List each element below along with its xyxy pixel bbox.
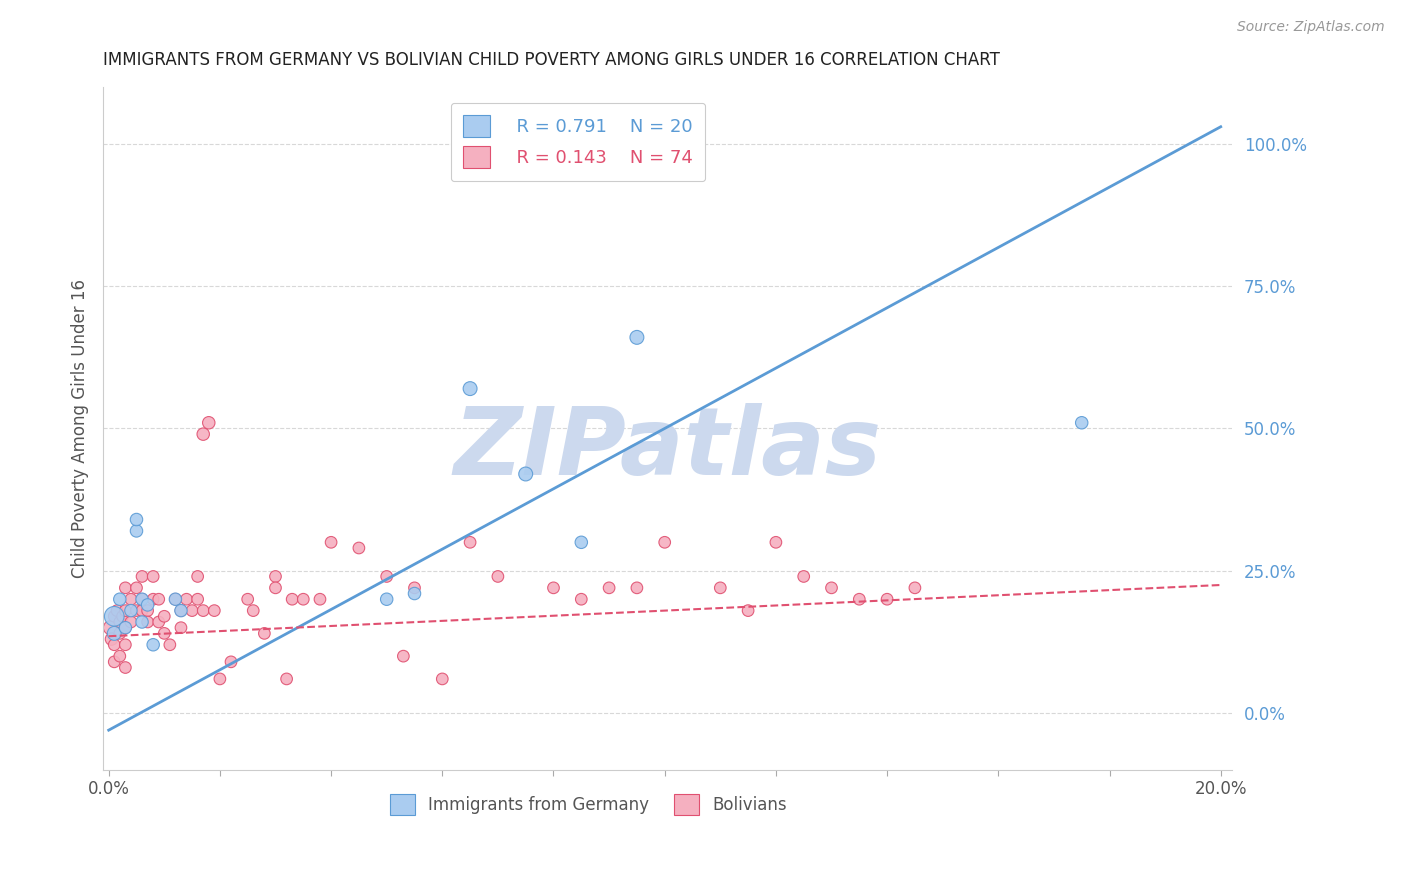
Point [197,416,219,430]
Point [131,615,153,629]
Point [103,655,125,669]
Point [709,581,731,595]
Point [654,535,676,549]
Point [181,604,204,618]
Point [219,655,242,669]
Point [264,581,287,595]
Point [543,581,565,595]
Point [392,649,415,664]
Point [848,592,870,607]
Point [170,604,193,618]
Point [242,604,264,618]
Point [142,569,165,583]
Text: IMMIGRANTS FROM GERMANY VS BOLIVIAN CHILD POVERTY AMONG GIRLS UNDER 16 CORRELATI: IMMIGRANTS FROM GERMANY VS BOLIVIAN CHIL… [103,51,1000,69]
Point [737,604,759,618]
Point [626,581,648,595]
Point [125,604,148,618]
Point [253,626,276,640]
Point [136,604,159,618]
Text: Source: ZipAtlas.com: Source: ZipAtlas.com [1237,20,1385,34]
Point [125,524,148,538]
Point [114,638,136,652]
Point [125,512,148,526]
Point [120,615,142,629]
Point [404,581,426,595]
Point [153,609,176,624]
Point [598,581,620,595]
Point [904,581,927,595]
Point [114,660,136,674]
Point [165,592,187,607]
Point [105,604,128,618]
Point [111,609,134,624]
Point [404,586,426,600]
Point [103,638,125,652]
Point [458,382,481,396]
Point [876,592,898,607]
Point [103,609,125,624]
Text: ZIPatlas: ZIPatlas [453,403,882,495]
Legend: Immigrants from Germany, Bolivians: Immigrants from Germany, Bolivians [381,786,796,823]
Point [765,535,787,549]
Point [292,592,315,607]
Point [103,609,125,624]
Point [103,626,125,640]
Point [347,541,370,555]
Point [820,581,842,595]
Point [114,604,136,618]
Point [187,592,209,607]
Y-axis label: Child Poverty Among Girls Under 16: Child Poverty Among Girls Under 16 [72,279,89,578]
Point [208,672,231,686]
Point [309,592,332,607]
Point [193,427,215,442]
Point [319,535,342,549]
Point [120,592,142,607]
Point [98,621,121,635]
Point [153,626,176,640]
Point [131,569,153,583]
Point [114,621,136,635]
Point [125,581,148,595]
Point [131,592,153,607]
Point [159,638,181,652]
Point [458,535,481,549]
Point [793,569,815,583]
Point [108,626,131,640]
Point [176,592,198,607]
Point [569,535,592,549]
Point [187,569,209,583]
Point [148,615,170,629]
Point [108,649,131,664]
Point [626,330,648,344]
Point [1070,416,1092,430]
Point [486,569,509,583]
Point [136,598,159,612]
Point [569,592,592,607]
Point [375,569,398,583]
Point [131,592,153,607]
Point [170,621,193,635]
Point [120,604,142,618]
Point [165,592,187,607]
Point [108,592,131,607]
Point [202,604,225,618]
Point [170,604,193,618]
Point [131,604,153,618]
Point [142,592,165,607]
Point [108,615,131,629]
Point [276,672,298,686]
Point [114,581,136,595]
Point [148,592,170,607]
Point [515,467,537,481]
Point [142,638,165,652]
Point [100,632,122,646]
Point [236,592,259,607]
Point [264,569,287,583]
Point [193,604,215,618]
Point [136,615,159,629]
Point [281,592,304,607]
Point [375,592,398,607]
Point [114,621,136,635]
Point [432,672,454,686]
